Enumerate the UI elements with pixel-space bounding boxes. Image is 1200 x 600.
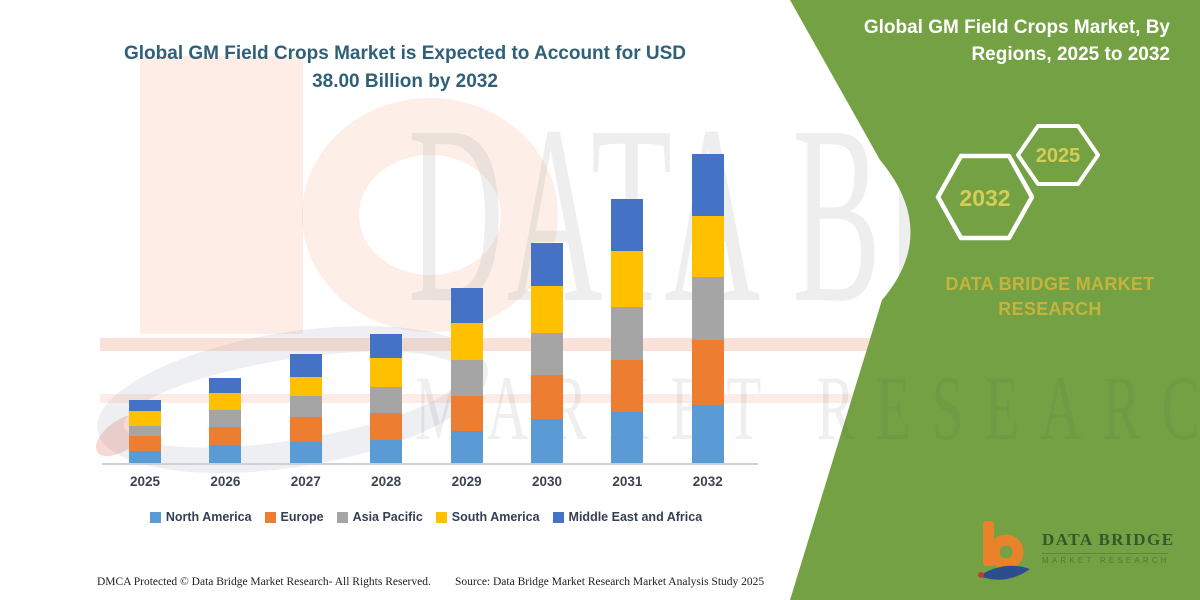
bar-segment-2026-south-america <box>209 393 242 411</box>
bar-segment-2031-europe <box>611 359 644 412</box>
legend-item-asia-pacific: Asia Pacific <box>336 510 423 524</box>
legend-swatch-icon <box>336 511 348 523</box>
chart-title: Global GM Field Crops Market is Expected… <box>90 40 720 95</box>
footer-source-text: Source: Data Bridge Market Research Mark… <box>455 576 765 588</box>
legend-label: Middle East and Africa <box>568 510 703 524</box>
bar-segment-2031-north-america <box>611 411 644 464</box>
bar-segment-2027-europe <box>289 416 322 442</box>
chart-legend: North America Europe Asia Pacific South Ame… <box>95 510 757 524</box>
legend-swatch-icon <box>149 511 161 523</box>
bar-segment-2028-europe <box>370 413 403 441</box>
bar-segment-2026-asia-pacific <box>209 410 242 428</box>
x-axis-label-2027: 2027 <box>290 474 321 489</box>
x-axis-label-2025: 2025 <box>129 474 161 489</box>
bar-segment-2027-north-america <box>289 442 322 464</box>
bar-segment-2027-asia-pacific <box>289 395 322 417</box>
bar-segment-2032-europe <box>691 340 724 405</box>
legend-swatch-icon <box>264 511 276 523</box>
bar-segment-2028-north-america <box>370 440 403 464</box>
bar-segment-2025-south-america <box>129 411 161 426</box>
bar-segment-2025-middle-east-and-africa <box>129 399 161 412</box>
bar-segment-2030-europe <box>531 375 563 420</box>
legend-label: Europe <box>280 510 324 524</box>
bar-segment-2029-asia-pacific <box>450 359 483 396</box>
bar-segment-2025-north-america <box>129 450 161 464</box>
bar-segment-2028-asia-pacific <box>370 386 403 414</box>
bar-segment-2028-middle-east-and-africa <box>370 333 403 359</box>
x-axis-label-2028: 2028 <box>371 474 402 489</box>
bar-segment-2032-middle-east-and-africa <box>691 154 724 217</box>
legend-item-north-america: North America <box>149 510 252 524</box>
bar-segment-2025-asia-pacific <box>129 425 161 437</box>
bar-segment-2029-south-america <box>450 323 483 360</box>
chart-title-line2: 38.00 Billion by 2032 <box>312 70 498 92</box>
legend-item-south-america: South America <box>435 510 540 524</box>
bar-segment-2031-asia-pacific <box>611 306 644 360</box>
legend-label: Asia Pacific <box>352 510 423 524</box>
x-axis-label-2029: 2029 <box>451 474 482 489</box>
legend-label: North America <box>165 510 252 524</box>
x-axis-line <box>102 463 758 465</box>
legend-swatch-icon <box>552 511 564 523</box>
bar-segment-2030-north-america <box>531 419 563 464</box>
bar-segment-2030-middle-east-and-africa <box>531 243 563 286</box>
watermark-stripe-bottom <box>100 394 890 403</box>
bar-segment-2027-south-america <box>289 376 322 396</box>
bar-segment-2026-europe <box>209 427 242 446</box>
bar-segment-2027-middle-east-and-africa <box>289 353 322 377</box>
legend-label: South America <box>451 510 540 524</box>
bar-segment-2025-europe <box>129 436 161 451</box>
legend-item-europe: Europe <box>264 510 324 524</box>
bar-segment-2031-south-america <box>611 251 644 307</box>
bar-segment-2029-north-america <box>450 430 483 464</box>
x-axis-label-2032: 2032 <box>692 474 723 489</box>
watermark-logo-stem <box>140 56 303 334</box>
bar-segment-2031-middle-east-and-africa <box>611 199 644 252</box>
legend-swatch-icon <box>435 511 447 523</box>
bar-segment-2030-asia-pacific <box>531 332 563 376</box>
x-axis-label-2030: 2030 <box>531 474 563 489</box>
bar-segment-2032-asia-pacific <box>691 276 724 341</box>
bar-segment-2032-north-america <box>691 404 724 464</box>
bar-segment-2029-europe <box>450 395 483 431</box>
bar-segment-2030-south-america <box>531 285 563 333</box>
bar-segment-2026-north-america <box>209 445 242 464</box>
chart-title-line1: Global GM Field Crops Market is Expected… <box>124 43 686 64</box>
legend-item-middle-east-and-africa: Middle East and Africa <box>552 510 703 524</box>
bar-segment-2028-south-america <box>370 358 403 387</box>
x-axis-label-2031: 2031 <box>612 474 643 489</box>
bar-segment-2029-middle-east-and-africa <box>450 287 483 324</box>
bar-segment-2026-middle-east-and-africa <box>209 377 242 394</box>
bar-segment-2032-south-america <box>691 216 724 277</box>
footer-dmca-text: DMCA Protected © Data Bridge Market Rese… <box>97 576 431 588</box>
x-axis-label-2026: 2026 <box>210 474 241 489</box>
